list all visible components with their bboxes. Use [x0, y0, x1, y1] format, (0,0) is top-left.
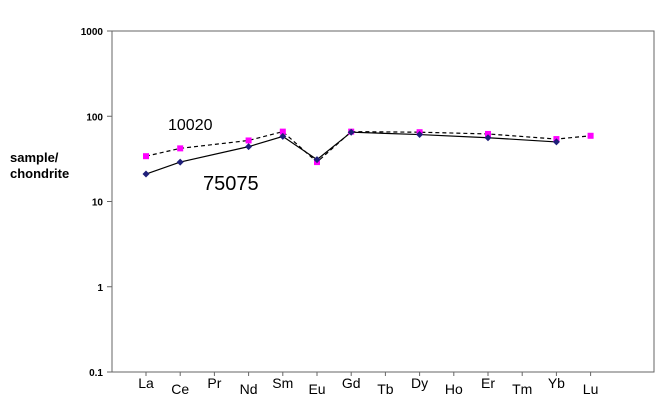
point-10020-nd [245, 137, 252, 144]
series-line-10020 [145, 130, 591, 163]
y-axis-label-line2: chondrite [10, 166, 69, 181]
x-tick-label-er: Er [481, 375, 495, 391]
point-75075-eu [313, 156, 321, 164]
x-tick-label-ho: Ho [445, 381, 463, 397]
x-axis-ticks: La Ce Pr Nd Sm Eu Gd Tb Dy Ho Er Tm Yb Lu [138, 372, 598, 397]
y-axis-label-line1: sample/ [10, 150, 59, 165]
x-tick-label-eu: Eu [308, 381, 325, 397]
point-10020-la [143, 153, 149, 160]
point-75075-sm [279, 132, 287, 140]
x-tick-label-sm: Sm [272, 375, 293, 391]
point-10020-er [485, 130, 491, 137]
point-10020-lu [587, 132, 594, 139]
point-75075-la [142, 170, 150, 178]
point-75075-yb [552, 138, 560, 146]
x-tick-label-nd: Nd [240, 381, 258, 397]
y-tick-label-4: 1000 [81, 27, 104, 38]
point-75075-gd [347, 128, 355, 136]
y-tick-label-0: 0.1 [89, 368, 103, 379]
y-tick-label-3: 100 [86, 112, 103, 123]
x-tick-label-lu: Lu [583, 381, 599, 397]
y-tick-label-2: 10 [92, 198, 104, 209]
x-tick-label-gd: Gd [342, 375, 361, 391]
y-axis-ticks: 0.1 1 10 100 1000 [81, 27, 112, 379]
point-10020-ce [177, 145, 184, 152]
x-tick-label-la: La [138, 375, 154, 391]
series-label-75075: 75075 [203, 173, 259, 195]
series-layer [142, 128, 594, 178]
plot-area [111, 30, 655, 373]
x-tick-label-pr: Pr [207, 375, 221, 391]
y-tick-label-1: 1 [97, 283, 103, 294]
x-tick-label-ce: Ce [171, 381, 189, 397]
point-10020-sm [279, 128, 286, 135]
point-75075-er [484, 134, 492, 142]
x-tick-label-yb: Yb [548, 375, 565, 391]
x-tick-label-tm: Tm [512, 381, 532, 397]
point-75075-ce [176, 158, 184, 166]
x-tick-label-dy: Dy [411, 375, 428, 391]
point-75075-dy [416, 131, 424, 139]
x-tick-label-tb: Tb [377, 381, 394, 397]
series-label-10020: 10020 [168, 117, 213, 134]
point-75075-nd [245, 143, 253, 151]
